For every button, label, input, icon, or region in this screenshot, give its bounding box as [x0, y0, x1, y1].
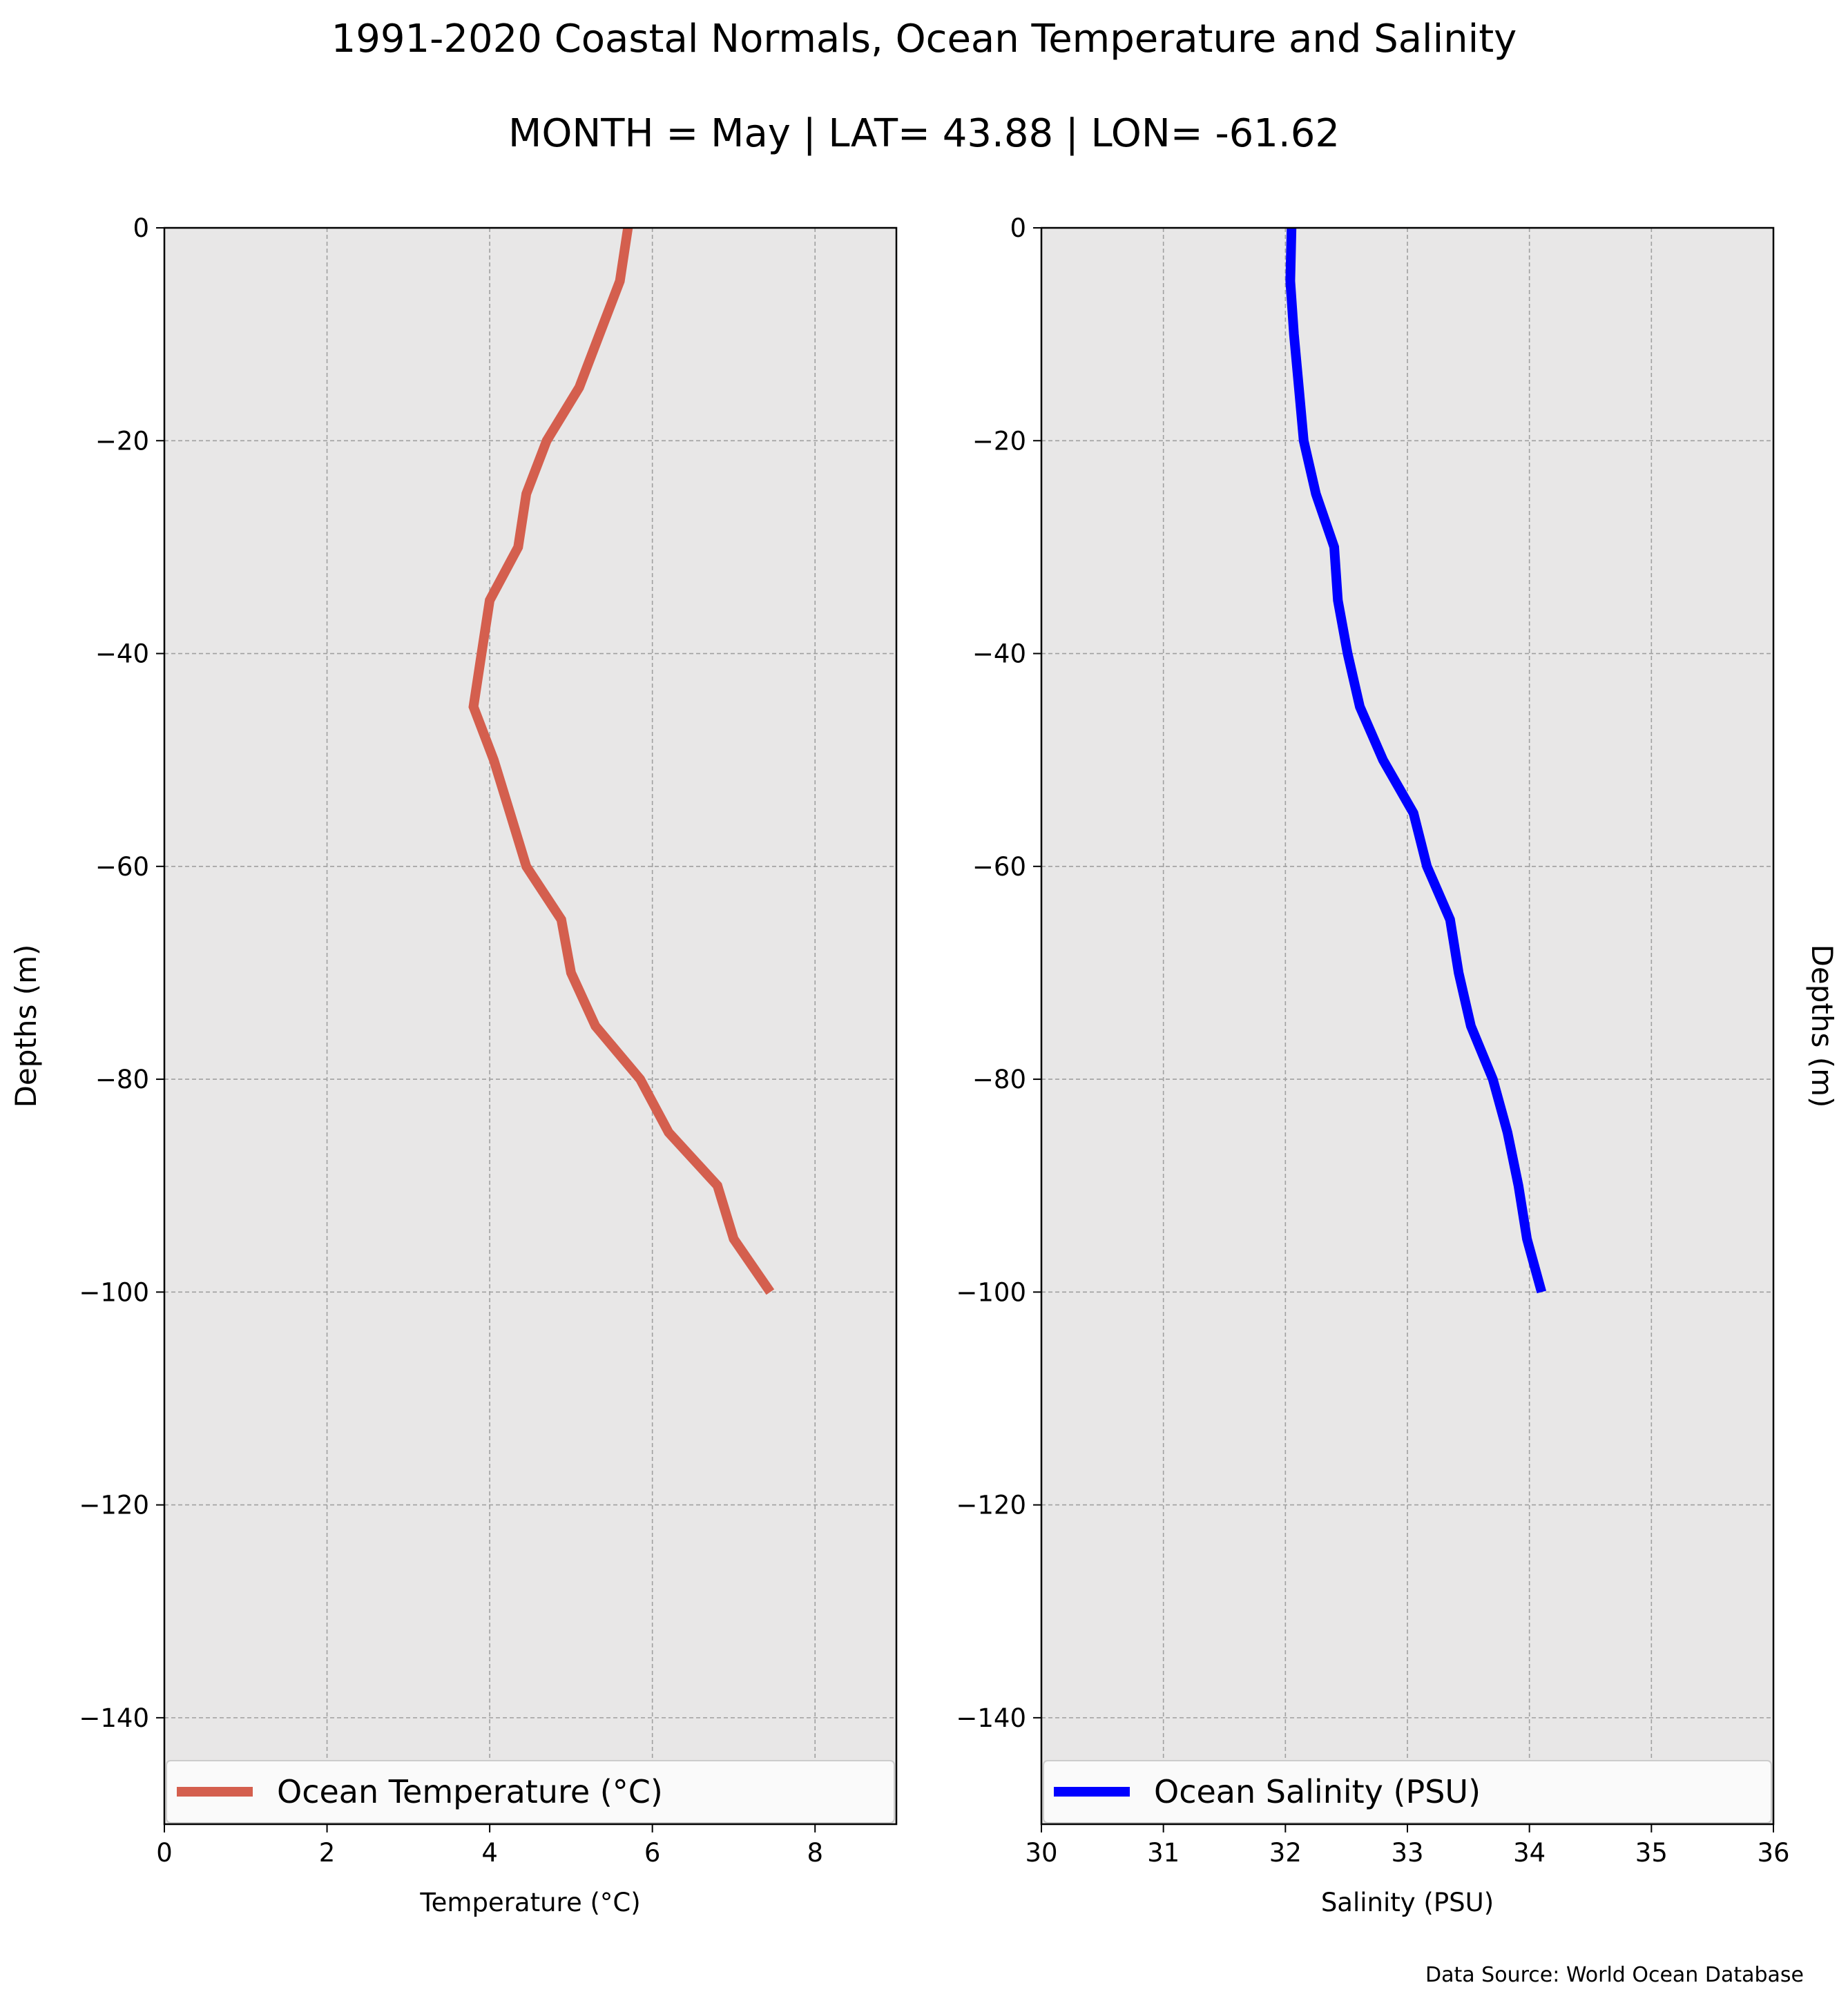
temperature-y-tick-label: −20 — [95, 426, 149, 456]
temperature-x-tick-label: 4 — [481, 1838, 498, 1868]
ocean-salinity-line — [1285, 227, 1547, 1294]
salinity-y-tick-label: −80 — [972, 1065, 1026, 1094]
ocean-temperature-line — [468, 226, 775, 1295]
temperature-legend-box — [166, 1760, 895, 1823]
salinity-y-tick-label: −100 — [956, 1277, 1026, 1307]
temperature-legend: Ocean Temperature (°C) — [166, 1760, 895, 1823]
temperature-axes-frame — [163, 226, 898, 1826]
salinity-y-tick-label: −140 — [956, 1703, 1026, 1733]
temperature-legend-label: Ocean Temperature (°C) — [277, 1773, 663, 1810]
salinity-x-tick-label: 34 — [1513, 1838, 1546, 1868]
salinity-ticks: 30 31 32 33 34 35 36 0 −20 −40 −60 −80 −100 −120 −140 — [956, 213, 1789, 1868]
salinity-y-axis-label: Depths (m) — [1805, 945, 1839, 1108]
temperature-x-tick-label: 2 — [319, 1838, 336, 1868]
salinity-legend-label: Ocean Salinity (PSU) — [1154, 1773, 1481, 1810]
figure-subtitle: MONTH = May | LAT= 43.88 | LON= -61.62 — [508, 111, 1340, 156]
salinity-x-tick-label: 30 — [1025, 1838, 1057, 1868]
salinity-legend: Ocean Salinity (PSU) — [1043, 1760, 1772, 1823]
temperature-y-tick-label: −40 — [95, 639, 149, 669]
temperature-x-tick-label: 0 — [156, 1838, 173, 1868]
temperature-plot-area — [164, 228, 896, 1824]
salinity-x-tick-label: 31 — [1147, 1838, 1180, 1868]
temperature-y-tick-label: −120 — [79, 1491, 149, 1520]
salinity-y-tick-label: 0 — [1010, 213, 1026, 243]
salinity-x-axis-label: Salinity (PSU) — [1321, 1888, 1494, 1917]
temperature-y-tick-label: −60 — [95, 852, 149, 882]
salinity-x-tick-label: 33 — [1391, 1838, 1423, 1868]
temperature-y-tick-label: −140 — [79, 1703, 149, 1733]
temperature-x-axis-label: Temperature (°C) — [419, 1888, 640, 1917]
salinity-x-tick-label: 32 — [1269, 1838, 1302, 1868]
figure-title: 1991-2020 Coastal Normals, Ocean Tempera… — [331, 17, 1517, 61]
temperature-x-tick-label: 6 — [644, 1838, 661, 1868]
salinity-legend-box — [1043, 1760, 1772, 1823]
salinity-x-tick-label: 36 — [1757, 1838, 1789, 1868]
salinity-panel: Ocean Salinity (PSU) 30 31 32 33 34 35 36 0 −20 −… — [956, 213, 1839, 1917]
temperature-ticks: 0 2 4 6 8 0 −20 −40 −60 −80 −100 −120 −140 — [79, 213, 823, 1868]
temperature-x-tick-label: 8 — [807, 1838, 823, 1868]
salinity-y-tick-label: −20 — [972, 426, 1026, 456]
temperature-panel: Ocean Temperature (°C) 0 2 4 6 8 0 −20 −40 −60 −8… — [9, 213, 898, 1917]
salinity-y-tick-label: −40 — [972, 639, 1026, 669]
salinity-y-tick-label: −60 — [972, 852, 1026, 882]
salinity-y-tick-label: −120 — [956, 1491, 1026, 1520]
temperature-y-tick-label: −100 — [79, 1277, 149, 1307]
salinity-x-tick-label: 35 — [1635, 1838, 1668, 1868]
temperature-y-tick-label: −80 — [95, 1065, 149, 1094]
data-source-note: Data Source: World Ocean Database — [1425, 1963, 1804, 1987]
temperature-y-tick-label: 0 — [133, 213, 149, 243]
temperature-y-axis-label: Depths (m) — [9, 945, 43, 1108]
